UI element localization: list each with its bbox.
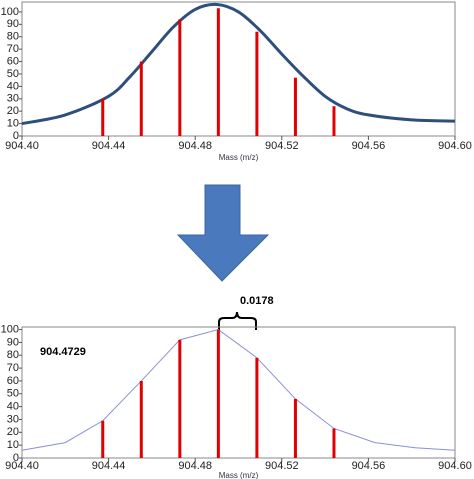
y-tick-label: 0: [13, 452, 19, 464]
y-tick-label: 40: [7, 80, 19, 92]
x-tick-label: 904.48: [178, 140, 212, 152]
y-tick-label: 70: [7, 43, 19, 55]
x-tick-label: 904.44: [92, 460, 126, 472]
x-tick-label: 904.40: [5, 140, 39, 152]
annotation: 904.4729: [40, 346, 86, 358]
profile-line: [21, 329, 456, 451]
x-tick-label: 904.60: [438, 140, 472, 152]
y-tick-label: 30: [7, 93, 19, 105]
profile-line: [21, 2, 456, 126]
brace: [218, 311, 257, 330]
y-tick-label: 10: [7, 439, 19, 451]
x-axis-label: Mass (m/z): [219, 153, 259, 162]
x-tick-label: 904.40: [5, 460, 39, 472]
y-tick-label: 10: [7, 117, 19, 129]
y-tick-label: 70: [7, 362, 19, 374]
y-tick-label: 60: [7, 55, 19, 67]
plot-frame: [21, 326, 456, 459]
y-tick-label: 100: [1, 6, 19, 18]
x-tick-label: 904.44: [92, 140, 126, 152]
y-tick-label: 50: [7, 388, 19, 400]
y-tick-label: 20: [7, 105, 19, 117]
y-tick-label: 90: [7, 18, 19, 30]
x-tick-label: 904.52: [265, 460, 299, 472]
y-tick-label: 100: [1, 323, 19, 335]
y-tick-label: 80: [7, 31, 19, 43]
y-tick-label: 40: [7, 401, 19, 413]
y-tick-label: 30: [7, 413, 19, 425]
y-tick-label: 20: [7, 426, 19, 438]
x-tick-label: 904.56: [352, 460, 386, 472]
x-tick-label: 904.48: [178, 460, 212, 472]
x-tick-label: 904.60: [438, 460, 472, 472]
y-tick-label: 50: [7, 68, 19, 80]
x-axis-label: Mass (m/z): [219, 471, 259, 479]
annotation: 0.0178: [240, 295, 274, 307]
y-tick-label: 0: [13, 130, 19, 142]
y-tick-label: 80: [7, 349, 19, 361]
plot-frame: [21, 1, 456, 137]
x-tick-label: 904.56: [352, 140, 386, 152]
x-tick-label: 904.52: [265, 140, 299, 152]
down-arrow: [176, 184, 270, 282]
y-tick-label: 90: [7, 336, 19, 348]
y-tick-label: 60: [7, 375, 19, 387]
